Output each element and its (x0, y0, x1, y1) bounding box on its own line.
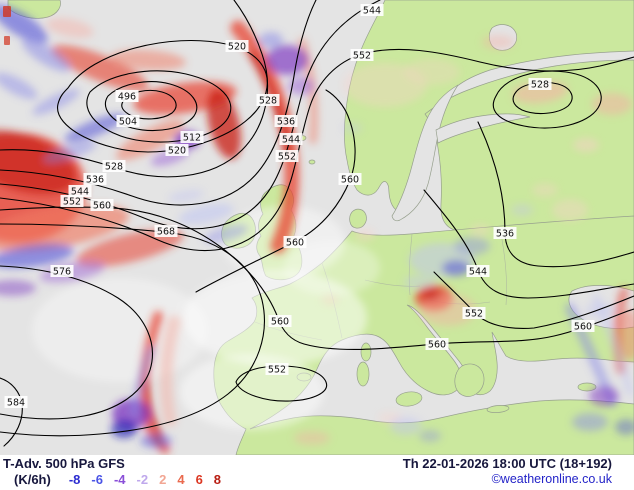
contour-label-box (165, 144, 189, 156)
contour-label-box (102, 160, 126, 172)
contour-label: 560 (271, 317, 289, 328)
contour-label-box (83, 173, 107, 185)
contour-label: 520 (168, 146, 186, 157)
contour-label-box (4, 396, 28, 408)
contour-label: 544 (71, 187, 89, 198)
contour-label-box (115, 90, 139, 102)
contour-label: 560 (428, 340, 446, 351)
advection-shading (0, 4, 634, 454)
contour-label-box (283, 236, 307, 248)
contour-label-box (493, 227, 517, 239)
contour-label-box (274, 115, 298, 127)
legend-scale: (K/6h) -8 -6 -4 -2 2 4 6 8 (14, 472, 232, 487)
contour-label: 560 (341, 175, 359, 186)
contour-label-box (154, 225, 178, 237)
contour-label: 552 (278, 152, 296, 163)
contour-label-box (528, 78, 552, 90)
contour-label-box (275, 150, 299, 162)
contour-label: 552 (268, 365, 286, 376)
contour-label-box (90, 199, 114, 211)
contour-label-box (180, 131, 204, 143)
contour-label: 544 (282, 135, 300, 146)
contour-label-box (268, 315, 292, 327)
contour-label: 568 (157, 227, 175, 238)
scale-value-8: 8 (213, 472, 222, 487)
contour-label: 560 (574, 322, 592, 333)
scale-value--8: -8 (68, 472, 81, 487)
contour-label-box (50, 265, 74, 277)
contour-label-box (225, 40, 249, 52)
contour-label: 552 (465, 309, 483, 320)
contour-label: 536 (496, 229, 514, 240)
contour-label-box (466, 265, 490, 277)
valid-time-label: Th 22-01-2026 18:00 UTC (18+192) (402, 456, 612, 471)
status-bar: T-Adv. 500 hPa GFS (K/6h) -8 -6 -4 -2 2 4 6 8 Th… (0, 455, 634, 490)
contour-label-box (68, 185, 92, 197)
contour-label: 520 (228, 42, 246, 53)
scale-value--6: -6 (91, 472, 103, 487)
scale-value-6: 6 (195, 472, 203, 487)
contour-label: 536 (86, 175, 104, 186)
contour-label: 528 (105, 162, 123, 173)
contour-label: 504 (119, 117, 137, 128)
contour-label-box (60, 195, 84, 207)
scale-values: -8 -6 -4 -2 2 4 6 8 (69, 472, 232, 487)
contour-label: 512 (183, 133, 201, 144)
contour-label: 584 (7, 398, 25, 409)
contour-label: 544 (363, 6, 381, 17)
contour-label: 544 (469, 267, 487, 278)
contour-label-box (279, 133, 303, 145)
contour-label: 560 (286, 238, 304, 249)
edge-marks (3, 6, 11, 45)
legend-unit: (K/6h) (14, 472, 51, 487)
weather-map: 496 504 512 520 520 528 536 544 552 528 536 544 552 5… (0, 0, 634, 455)
contour-label: 576 (53, 267, 71, 278)
copyright-link[interactable]: ©weatheronline.co.uk (491, 472, 612, 486)
contour-label-box (425, 338, 449, 350)
contour-label-box (350, 49, 374, 61)
contour-label: 560 (93, 201, 111, 212)
scale-value--4: -4 (113, 472, 126, 487)
scale-value-2: 2 (159, 472, 167, 487)
contour-label-box (265, 363, 289, 375)
contour-label-box (462, 307, 486, 319)
contour-label: 528 (531, 80, 549, 91)
contour-label-box (116, 115, 140, 127)
contour-label: 528 (259, 96, 277, 107)
contour-label: 496 (118, 92, 136, 103)
contour-label-box (360, 4, 384, 16)
scale-value--2: -2 (136, 472, 149, 487)
contour-label: 552 (353, 51, 371, 62)
contour-label: 536 (277, 117, 295, 128)
map-title: T-Adv. 500 hPa GFS (3, 456, 125, 471)
contour-label-box (256, 94, 280, 106)
contour-label-box (571, 320, 595, 332)
contour-label-box (338, 173, 362, 185)
footer-right: Th 22-01-2026 18:00 UTC (18+192) ©weathe… (403, 456, 612, 486)
scale-value-4: 4 (177, 472, 185, 487)
contour-label: 552 (63, 197, 81, 208)
